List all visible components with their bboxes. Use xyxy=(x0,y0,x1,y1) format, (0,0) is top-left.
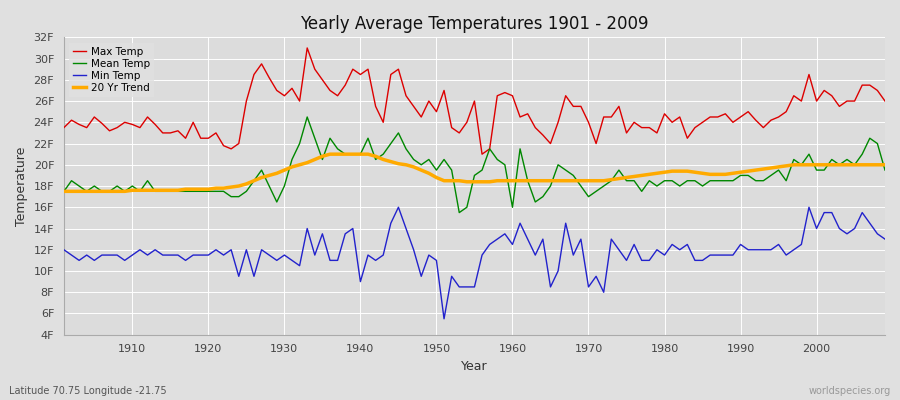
Min Temp xyxy=(332,258,343,263)
Min Temp xyxy=(286,258,297,263)
Mean Temp xyxy=(302,114,312,119)
20 Yr Trend xyxy=(606,177,616,182)
20 Yr Trend xyxy=(120,189,130,194)
Max Temp xyxy=(515,114,526,119)
Max Temp xyxy=(522,112,533,116)
Min Temp xyxy=(393,205,404,210)
Y-axis label: Temperature: Temperature xyxy=(15,146,28,226)
Max Temp xyxy=(879,99,890,104)
20 Yr Trend xyxy=(879,162,890,167)
Line: Min Temp: Min Temp xyxy=(64,207,885,319)
Legend: Max Temp, Mean Temp, Min Temp, 20 Yr Trend: Max Temp, Mean Temp, Min Temp, 20 Yr Tre… xyxy=(69,42,154,97)
Max Temp xyxy=(302,46,312,50)
Min Temp xyxy=(515,221,526,226)
Line: 20 Yr Trend: 20 Yr Trend xyxy=(64,154,885,191)
Min Temp xyxy=(614,247,625,252)
Min Temp xyxy=(522,237,533,242)
Mean Temp xyxy=(120,189,130,194)
Mean Temp xyxy=(340,152,351,156)
Mean Temp xyxy=(522,178,533,183)
Min Temp xyxy=(120,258,130,263)
20 Yr Trend xyxy=(507,178,517,183)
Min Temp xyxy=(879,237,890,242)
Mean Temp xyxy=(286,157,297,162)
Mean Temp xyxy=(614,168,625,172)
Max Temp xyxy=(58,125,69,130)
X-axis label: Year: Year xyxy=(461,360,488,373)
Title: Yearly Average Temperatures 1901 - 2009: Yearly Average Temperatures 1901 - 2009 xyxy=(301,15,649,33)
Min Temp xyxy=(58,247,69,252)
Mean Temp xyxy=(515,146,526,151)
Line: Mean Temp: Mean Temp xyxy=(64,117,885,212)
Max Temp xyxy=(286,86,297,91)
Text: Latitude 70.75 Longitude -21.75: Latitude 70.75 Longitude -21.75 xyxy=(9,386,166,396)
20 Yr Trend xyxy=(515,178,526,183)
Min Temp xyxy=(438,316,449,321)
Max Temp xyxy=(340,83,351,88)
Text: worldspecies.org: worldspecies.org xyxy=(809,386,891,396)
20 Yr Trend xyxy=(58,189,69,194)
Max Temp xyxy=(477,152,488,156)
Mean Temp xyxy=(58,189,69,194)
20 Yr Trend xyxy=(340,152,351,156)
Max Temp xyxy=(614,104,625,109)
20 Yr Trend xyxy=(286,164,297,169)
20 Yr Trend xyxy=(325,152,336,156)
Line: Max Temp: Max Temp xyxy=(64,48,885,154)
Mean Temp xyxy=(454,210,464,215)
Mean Temp xyxy=(879,168,890,172)
Max Temp xyxy=(120,120,130,125)
